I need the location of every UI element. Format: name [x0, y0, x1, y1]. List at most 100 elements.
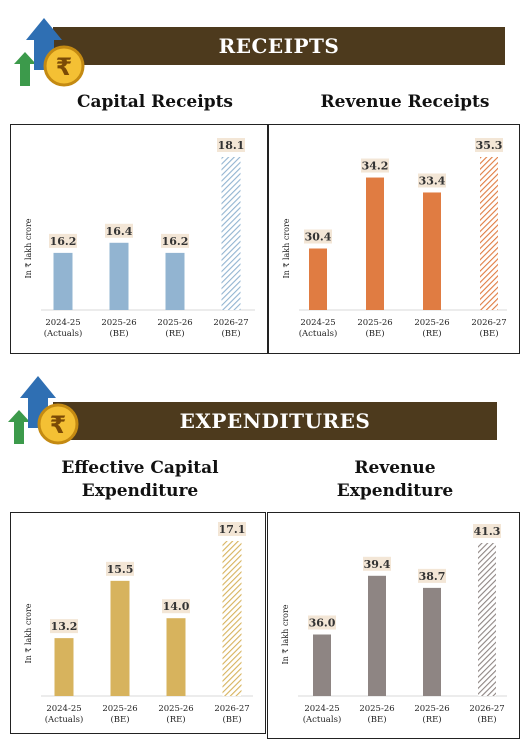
data-label-4: 35.3	[476, 139, 503, 152]
data-label-2: 16.4	[106, 225, 133, 238]
data-label-bg-2	[363, 556, 391, 571]
tick-label-2-2: (BE)	[367, 714, 386, 725]
data-label-bg-4	[475, 138, 503, 152]
tick-label-1-1: 2024-25	[46, 704, 81, 714]
effective-capital-expenditure-chart: In ₹ lakh crore 13.2 2024-25 (Actuals) 15.5 2…	[10, 512, 266, 734]
tick-label-1-2: (Actuals)	[303, 714, 342, 725]
revenue-expenditure-chart: In ₹ lakh crore 36.0 2024-25 (Actuals) 39.4 2…	[267, 512, 520, 739]
tick-label-3-2: (RE)	[422, 714, 441, 725]
revenue-expenditure-title: Revenue Expenditure	[336, 458, 454, 501]
data-label-bg-3	[418, 173, 446, 188]
tick-label-2-1: 2025-26	[102, 704, 137, 714]
data-label-bg-3	[161, 233, 189, 248]
svg-text:₹: ₹	[56, 53, 73, 81]
tick-label-2-2: (BE)	[365, 328, 384, 339]
bar-4	[478, 543, 496, 696]
y-axis-label: In ₹ lakh crore	[24, 218, 33, 278]
rupee-coin-with-arrows-icon: ₹	[14, 18, 85, 87]
data-label-2: 34.2	[362, 160, 389, 173]
receipts-banner-text: RECEIPTS	[218, 34, 340, 58]
bar-4	[221, 157, 241, 310]
data-label-2: 39.4	[364, 558, 391, 571]
tick-label-4-1: 2026-27	[213, 318, 248, 328]
data-label-3: 33.4	[419, 174, 446, 187]
tick-label-3-1: 2025-26	[157, 318, 192, 328]
data-label-bg-4	[473, 524, 501, 538]
tick-label-1-1: 2024-25	[45, 318, 80, 328]
data-label-bg-1	[49, 233, 77, 248]
bar-4	[222, 541, 242, 696]
revenue-receipts-chart: In ₹ lakh crore 30.4 2024-25 (Actuals) 34.2 2…	[268, 124, 520, 354]
bar-1	[54, 638, 74, 696]
data-label-3: 38.7	[419, 570, 446, 583]
data-label-4: 18.1	[218, 139, 245, 152]
data-label-1: 30.4	[305, 230, 332, 243]
bar-3	[165, 252, 185, 310]
data-label-bg-1	[50, 619, 78, 634]
data-label-bg-4	[217, 138, 245, 152]
bar-2	[368, 575, 386, 696]
receipts-banner: RECEIPTS	[53, 27, 505, 65]
tick-label-4-2: (BE)	[479, 328, 498, 339]
tick-label-3-1: 2025-26	[158, 704, 193, 714]
expenditures-banner: EXPENDITURES	[53, 402, 497, 440]
data-label-bg-2	[361, 158, 389, 173]
y-axis-label: In ₹ lakh crore	[24, 603, 33, 663]
tick-label-4-1: 2026-27	[471, 318, 506, 328]
tick-label-3-1: 2025-26	[414, 704, 449, 714]
bar-2	[110, 580, 130, 696]
y-axis-label: In ₹ lakh crore	[282, 218, 291, 278]
y-axis-label: In ₹ lakh crore	[281, 604, 290, 664]
tick-label-3-2: (RE)	[165, 328, 184, 339]
tick-label-1-1: 2024-25	[300, 318, 335, 328]
bar-4	[480, 157, 498, 310]
data-label-3: 14.0	[163, 600, 190, 613]
data-label-1: 36.0	[309, 616, 336, 629]
tick-label-4-2: (BE)	[477, 714, 496, 725]
bar-3	[423, 587, 441, 696]
data-label-2: 15.5	[107, 563, 134, 576]
revenue-receipts-title: Revenue Receipts	[320, 92, 490, 112]
svg-text:₹: ₹	[50, 411, 67, 439]
data-label-3: 16.2	[162, 235, 189, 248]
data-label-bg-2	[105, 223, 133, 238]
bar-2	[366, 177, 384, 310]
data-label-bg-3	[418, 568, 446, 583]
expenditures-banner-text: EXPENDITURES	[179, 409, 371, 433]
bar-1	[309, 248, 327, 310]
capital-receipts-title: Capital Receipts	[76, 92, 233, 112]
tick-label-2-2: (BE)	[109, 328, 128, 339]
tick-label-4-2: (BE)	[221, 328, 240, 339]
capital-receipts-svg: In ₹ lakh crore 16.2 2024-25(Actuals) 16.4 2…	[24, 138, 255, 339]
data-label-bg-2	[106, 561, 134, 576]
tick-label-1-2: (Actuals)	[299, 328, 338, 339]
bar-1	[53, 252, 73, 310]
data-label-bg-1	[304, 229, 332, 244]
tick-label-4-1: 2026-27	[469, 704, 504, 714]
revenue-expenditure-svg: In ₹ lakh crore 36.0 2024-25(Actuals) 39.4 2…	[281, 524, 507, 725]
tick-label-1-2: (Actuals)	[44, 328, 83, 339]
bar-1	[313, 634, 331, 696]
tick-label-2-1: 2025-26	[357, 318, 392, 328]
capital-receipts-chart: In ₹ lakh crore 16.2 2024-25 (Actuals) 16.4 2…	[10, 124, 268, 354]
tick-label-4-1: 2026-27	[214, 704, 249, 714]
bar-3	[166, 618, 186, 696]
rupee-coin-with-arrows-icon-2: ₹	[8, 376, 79, 445]
data-label-1: 13.2	[51, 620, 78, 633]
data-label-1: 16.2	[50, 235, 77, 248]
tick-label-2-1: 2025-26	[101, 318, 136, 328]
tick-label-3-2: (RE)	[166, 714, 185, 725]
tick-label-3-2: (RE)	[422, 328, 441, 339]
tick-label-1-1: 2024-25	[304, 704, 339, 714]
data-label-bg-1	[308, 615, 336, 630]
tick-label-3-1: 2025-26	[414, 318, 449, 328]
tick-label-1-2: (Actuals)	[45, 714, 84, 725]
effective-capital-expenditure-svg: In ₹ lakh crore 13.2 2024-25(Actuals) 15.5 2…	[24, 522, 253, 725]
data-label-bg-3	[162, 599, 190, 614]
revenue-receipts-svg: In ₹ lakh crore 30.4 2024-25(Actuals) 34.2 2…	[282, 138, 507, 339]
bar-2	[109, 242, 129, 310]
data-label-4: 17.1	[219, 523, 246, 536]
effective-capital-expenditure-title: Effective Capital Expenditure	[61, 458, 219, 501]
tick-label-4-2: (BE)	[222, 714, 241, 725]
tick-label-2-1: 2025-26	[359, 704, 394, 714]
